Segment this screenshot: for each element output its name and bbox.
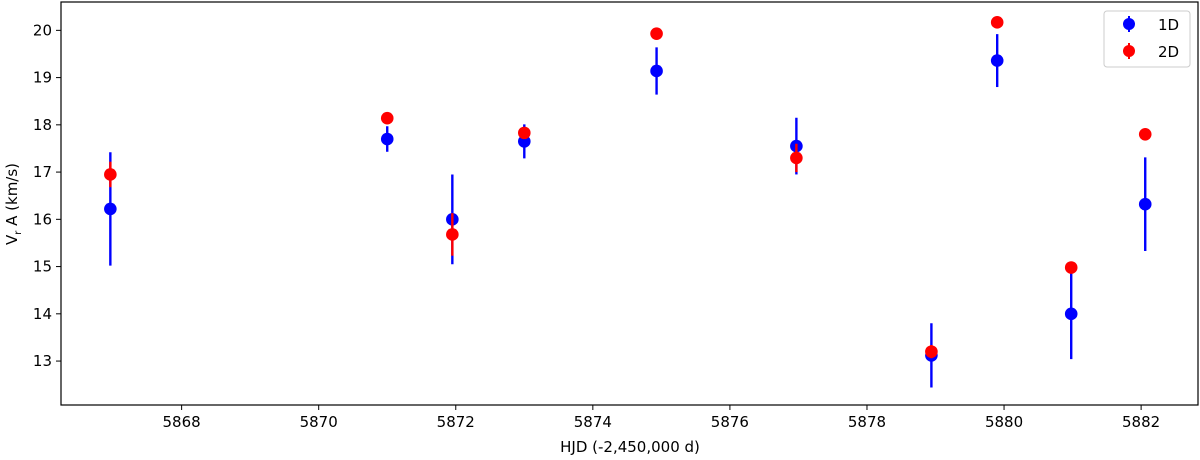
plot-area	[60, 1, 1199, 406]
x-tick-label: 5880	[985, 413, 1023, 431]
data-point	[790, 151, 803, 165]
x-tick-label: 5876	[711, 413, 749, 431]
data-point	[104, 168, 117, 181]
marker-icon	[1123, 18, 1135, 30]
x-tick-label: 5870	[300, 413, 338, 431]
y-tick-label: 15	[33, 258, 52, 276]
data-point	[1138, 127, 1152, 141]
data-point	[1064, 261, 1078, 274]
data-point	[990, 16, 1004, 29]
y-tick-label: 19	[33, 69, 52, 87]
series-1d	[104, 34, 1152, 388]
data-point	[925, 345, 938, 358]
data-point	[446, 228, 459, 241]
series-2d	[104, 16, 1152, 359]
y-tick-label: 20	[33, 21, 52, 39]
x-axis-label: HJD (-2,450,000 d)	[560, 438, 700, 456]
data-point	[990, 54, 1004, 67]
data-point	[1064, 307, 1078, 321]
x-tick-label: 5878	[848, 413, 886, 431]
legend: 1D 2D	[1103, 10, 1191, 68]
data-point	[650, 64, 663, 78]
data-point	[104, 202, 117, 216]
data-point	[517, 126, 531, 140]
data-point	[650, 27, 663, 40]
x-tick-label: 5882	[1122, 413, 1160, 431]
data-point	[1138, 197, 1152, 211]
legend-label: 2D	[1158, 43, 1179, 61]
x-tick-label: 5868	[163, 413, 201, 431]
y-tick-label: 13	[33, 352, 52, 370]
legend-label: 1D	[1158, 16, 1179, 34]
x-tick-label: 5872	[437, 413, 475, 431]
data-point	[380, 132, 394, 146]
plot-frame	[60, 1, 1199, 406]
y-tick-label: 16	[33, 210, 52, 228]
y-tick-label: 17	[33, 163, 52, 181]
y-tick-label: 18	[33, 116, 52, 134]
y-axis: 13 14 15 16 17 18 19 20	[33, 21, 61, 370]
y-axis-label: Vr A (km/s)	[3, 163, 24, 245]
legend-item-1d: 1D	[1123, 16, 1179, 34]
marker-icon	[1123, 45, 1135, 57]
x-axis: 5868 5870 5872 5874 5876 5878 5880 5882	[163, 405, 1160, 431]
x-tick-label: 5874	[574, 413, 612, 431]
data-point	[380, 111, 394, 125]
legend-item-2d: 2D	[1123, 43, 1179, 61]
y-tick-label: 14	[33, 305, 52, 323]
